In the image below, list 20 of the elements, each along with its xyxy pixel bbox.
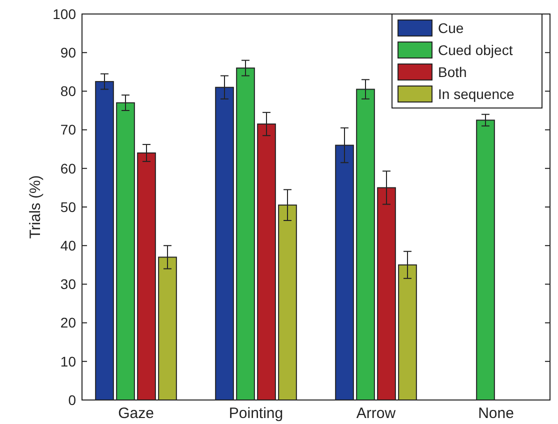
x-tick-label: None	[478, 405, 514, 422]
y-tick-label: 20	[60, 314, 76, 331]
y-tick-label: 80	[60, 83, 76, 100]
y-tick-label: 30	[60, 276, 76, 292]
x-tick-label: Arrow	[356, 405, 396, 422]
y-tick-label: 60	[60, 160, 76, 176]
x-tick-label: Pointing	[228, 405, 284, 422]
legend-label: Cue	[438, 20, 464, 36]
legend-label: Cued object	[438, 42, 513, 58]
y-tick-label: 40	[60, 238, 76, 254]
x-tick-label: Gaze	[118, 405, 154, 422]
y-tick-label: 10	[60, 353, 76, 370]
y-tick-label: 0	[68, 392, 76, 408]
legend-label: Both	[438, 64, 467, 80]
legend-label: In sequence	[438, 86, 514, 102]
y-axis-title: Trials (%)	[27, 175, 44, 239]
y-tick-label: 50	[60, 198, 76, 215]
y-tick-label: 70	[60, 122, 76, 138]
y-tick-label: 100	[52, 6, 76, 22]
y-tick-label: 90	[60, 44, 76, 60]
